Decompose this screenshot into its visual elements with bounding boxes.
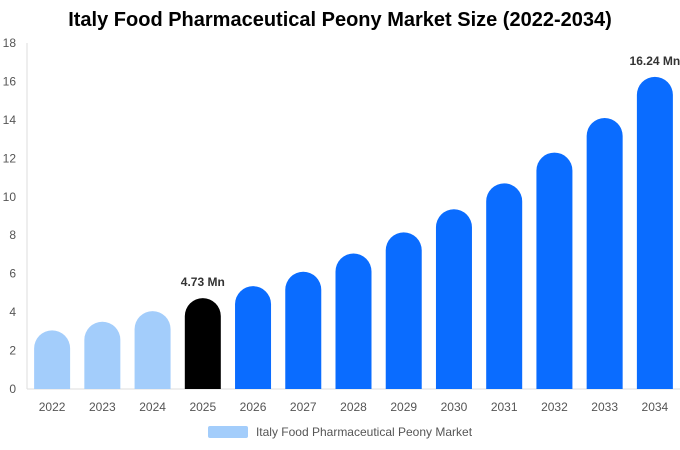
- chart-title: Italy Food Pharmaceutical Peony Market S…: [68, 9, 612, 31]
- x-tick-label: 2032: [541, 400, 568, 414]
- y-tick-label: 14: [3, 113, 17, 127]
- bar-chart: 0 2 4 6 8 10 12 14 16 18 2022 2023 2024 2025 2026 2027 2…: [3, 36, 680, 414]
- data-label: 16.24 Mn: [630, 54, 680, 68]
- data-label: 4.73 Mn: [181, 275, 225, 289]
- bar: [385, 232, 422, 389]
- x-tick-label: 2031: [491, 400, 518, 414]
- x-tick-label: 2023: [89, 400, 116, 414]
- y-tick-label: 18: [3, 36, 17, 50]
- x-tick-label: 2028: [340, 400, 367, 414]
- y-tick-label: 4: [9, 305, 16, 319]
- bar: [486, 183, 523, 389]
- x-tick-label: 2027: [290, 400, 317, 414]
- bar: [84, 321, 121, 389]
- x-tick-label: 2025: [189, 400, 216, 414]
- bar: [235, 286, 272, 389]
- y-tick-label: 2: [9, 344, 16, 358]
- bar: [285, 271, 322, 389]
- y-tick-label: 12: [3, 151, 17, 165]
- x-tick-label: 2030: [441, 400, 468, 414]
- x-tick-label: 2033: [591, 400, 618, 414]
- y-tick-label: 8: [9, 228, 16, 242]
- x-tick-label: 2034: [642, 400, 669, 414]
- bar: [34, 330, 71, 389]
- y-tick-label: 6: [9, 267, 16, 281]
- bar: [134, 311, 171, 389]
- bar: [586, 117, 623, 389]
- bar: [636, 76, 673, 389]
- x-tick-label: 2026: [240, 400, 267, 414]
- y-tick-label: 16: [3, 74, 17, 88]
- x-tick-label: 2022: [39, 400, 66, 414]
- legend-swatch: [207, 426, 248, 438]
- bar: [435, 209, 472, 389]
- legend: Italy Food Pharmaceutical Peony Market: [0, 425, 680, 439]
- bar: [536, 152, 573, 389]
- y-tick-label: 10: [3, 190, 17, 204]
- x-tick-label: 2029: [390, 400, 417, 414]
- x-tick-label: 2024: [139, 400, 166, 414]
- legend-label: Italy Food Pharmaceutical Peony Market: [255, 425, 473, 439]
- y-tick-label: 0: [9, 382, 16, 396]
- bar: [184, 298, 221, 389]
- bar: [335, 253, 372, 389]
